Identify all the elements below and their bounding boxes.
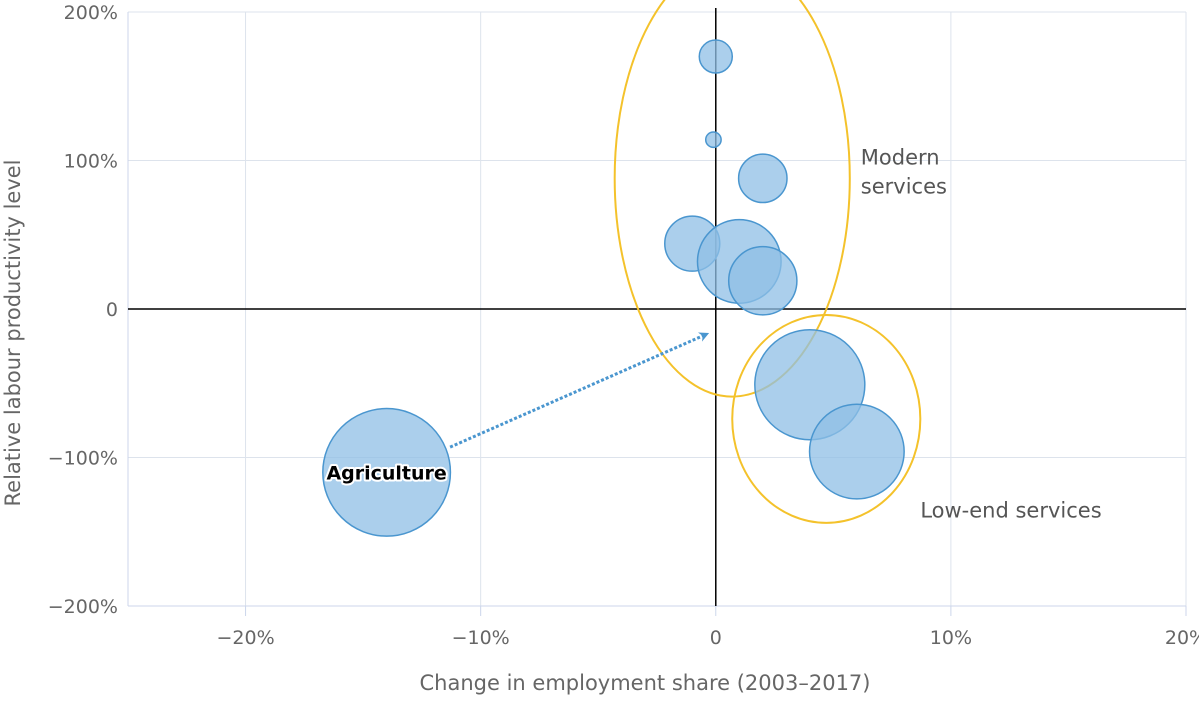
bubble[interactable] <box>698 39 734 74</box>
y-tick-label: −100% <box>48 448 118 470</box>
y-tick-label: 100% <box>64 151 118 173</box>
y-tick-label: 0 <box>106 299 118 321</box>
bubbles <box>322 39 905 537</box>
x-axis-title: Change in employment share (2003–2017) <box>420 671 871 695</box>
x-tick-label: 20% <box>1165 627 1199 649</box>
group-label: Modern <box>861 145 940 169</box>
group-label: Low-end services <box>920 499 1101 523</box>
x-tick-label: 0 <box>710 627 722 649</box>
trend-arrow <box>449 332 710 449</box>
group-label: services <box>861 174 947 198</box>
bubble[interactable] <box>322 407 452 537</box>
x-tick-label: −20% <box>216 627 274 649</box>
bubble[interactable] <box>727 245 798 316</box>
point-label: Agriculture <box>326 462 446 484</box>
y-tick-label: 200% <box>64 2 118 24</box>
axes <box>127 8 1187 616</box>
x-tick-label: −10% <box>452 627 510 649</box>
bubble[interactable] <box>808 403 905 500</box>
group-ellipses <box>613 0 922 524</box>
y-axis-title: Relative labour productivity level <box>1 159 25 506</box>
bubble[interactable] <box>737 153 788 204</box>
y-tick-label: −200% <box>48 596 118 618</box>
x-tick-label: 10% <box>930 627 972 649</box>
bubble[interactable] <box>704 131 722 149</box>
group-ellipse <box>613 0 851 398</box>
labels: −20% −10% 0 10% 20% 200% 100% 0 −100% −200% Agricu… <box>48 2 1199 649</box>
arrow <box>449 332 710 449</box>
group-ellipse <box>731 313 922 524</box>
